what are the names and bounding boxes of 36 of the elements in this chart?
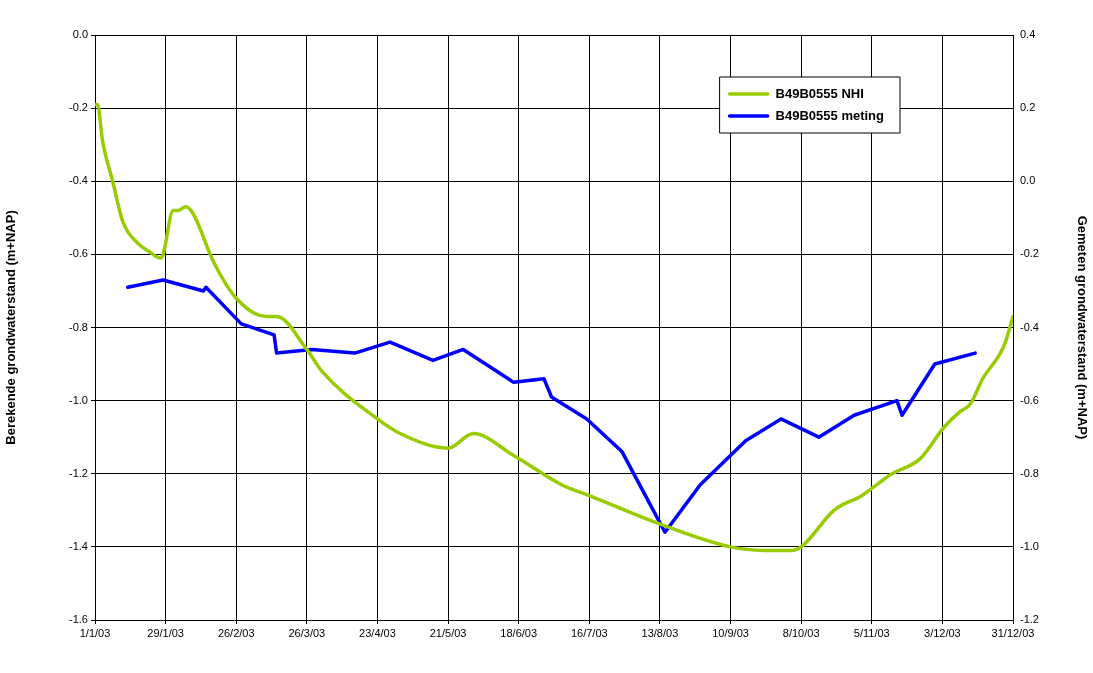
y-tick-label: -1.0: [69, 393, 88, 406]
y-tick-label: -1.2: [69, 466, 88, 479]
x-tick-label: 26/2/03: [217, 626, 255, 639]
x-tick-label: 29/1/03: [147, 626, 184, 639]
y-tick-label: -1.6: [69, 613, 88, 626]
y2-tick-label: -0.8: [1020, 466, 1039, 479]
y2-tick-label: -1.2: [1020, 613, 1039, 626]
x-tick-label: 18/6/03: [500, 626, 538, 639]
y-tick-label: -0.6: [69, 247, 88, 260]
x-tick-label: 13/8/03: [641, 626, 679, 639]
y-tick-label: -1.4: [69, 539, 88, 552]
y-tick-label: -0.2: [69, 101, 88, 114]
y2-tick-label: 0.4: [1020, 28, 1036, 41]
legend-label: B49B0555 NHI: [775, 85, 864, 101]
x-tick-label: 8/10/03: [782, 626, 820, 639]
x-tick-label: 1/1/03: [79, 626, 111, 639]
y2-axis-title: Gemeten grondwaterstand (m+NAP): [1074, 215, 1090, 440]
y2-tick-label: -0.4: [1020, 320, 1039, 333]
legend-label: B49B0555 meting: [775, 107, 885, 123]
x-tick-label: 3/12/03: [924, 626, 961, 639]
y-tick-label: -0.8: [69, 320, 88, 333]
x-tick-label: 5/11/03: [853, 626, 890, 639]
y2-tick-label: 0.0: [1020, 174, 1036, 187]
y2-tick-label: -0.2: [1020, 247, 1039, 260]
x-tick-label: 21/5/03: [429, 626, 467, 639]
y-axis-title: Berekende grondwaterstand (m+NAP): [3, 210, 19, 445]
y2-tick-label: -0.6: [1020, 393, 1039, 406]
y2-tick-label: -1.0: [1020, 539, 1039, 552]
y-tick-label: -0.4: [69, 174, 88, 187]
x-tick-label: 23/4/03: [359, 626, 396, 639]
x-tick-label: 31/12/03: [991, 626, 1035, 639]
x-tick-label: 10/9/03: [712, 626, 749, 639]
y-tick-label: 0.0: [72, 28, 88, 41]
y2-tick-label: 0.2: [1020, 101, 1036, 114]
x-tick-label: 16/7/03: [570, 626, 608, 639]
x-tick-label: 26/3/03: [288, 626, 326, 639]
